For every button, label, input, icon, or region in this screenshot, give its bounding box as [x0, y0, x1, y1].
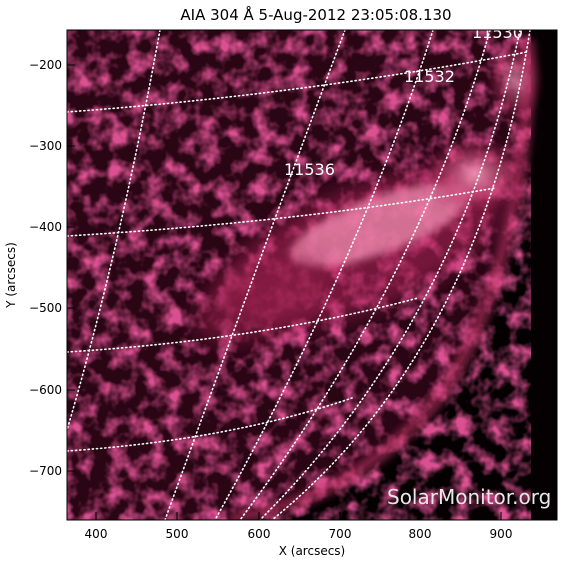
image-title: AIA 304 Å 5-Aug-2012 23:05:08.130 [180, 5, 451, 24]
x-tick-labels: 400 500 600 700 800 900 [85, 527, 513, 541]
active-region-label: 11532 [404, 67, 455, 86]
y-tick-label: −300 [29, 139, 62, 153]
y-tick-label: −400 [29, 220, 62, 234]
solarmonitor-watermark: SolarMonitor.org [387, 485, 551, 509]
x-tick-label: 900 [490, 527, 513, 541]
longitude-line [67, 30, 161, 431]
y-tick-label: −600 [29, 383, 62, 397]
longitude-line [214, 30, 434, 520]
longitude-line [271, 30, 531, 520]
x-tick-label: 700 [329, 527, 352, 541]
limb-activity [420, 135, 530, 215]
y-tick-label: −500 [29, 301, 62, 315]
x-tick-label: 600 [248, 527, 271, 541]
active-region-label: 11536 [284, 160, 335, 179]
longitude-line [239, 30, 491, 520]
x-axis-label: X (arcsecs) [279, 544, 346, 558]
y-tick-labels: −200 −300 −400 −500 −600 −700 [29, 58, 62, 478]
y-tick-label: −700 [29, 464, 62, 478]
limb-activity-upper [485, 35, 545, 125]
x-tick-label: 500 [166, 527, 189, 541]
active-region-label: 11530 [472, 23, 523, 42]
latitude-line [67, 187, 496, 237]
axis-ticks [67, 64, 502, 520]
latitude-line [67, 51, 528, 113]
solar-disk-image: 11530 11532 11536 SolarMonitor.org [67, 23, 557, 520]
solar-limb [229, 39, 536, 520]
active-region-lower [194, 256, 326, 344]
heliographic-grid [67, 30, 531, 520]
y-axis-label: Y (arcsecs) [4, 242, 18, 309]
x-tick-label: 400 [85, 527, 108, 541]
plot-frame [66, 29, 558, 521]
active-region-core [290, 183, 470, 267]
longitude-line [259, 30, 521, 520]
longitude-line [164, 30, 346, 520]
y-tick-label: −200 [29, 58, 62, 72]
x-tick-label: 800 [409, 527, 432, 541]
latitude-line [67, 397, 353, 452]
